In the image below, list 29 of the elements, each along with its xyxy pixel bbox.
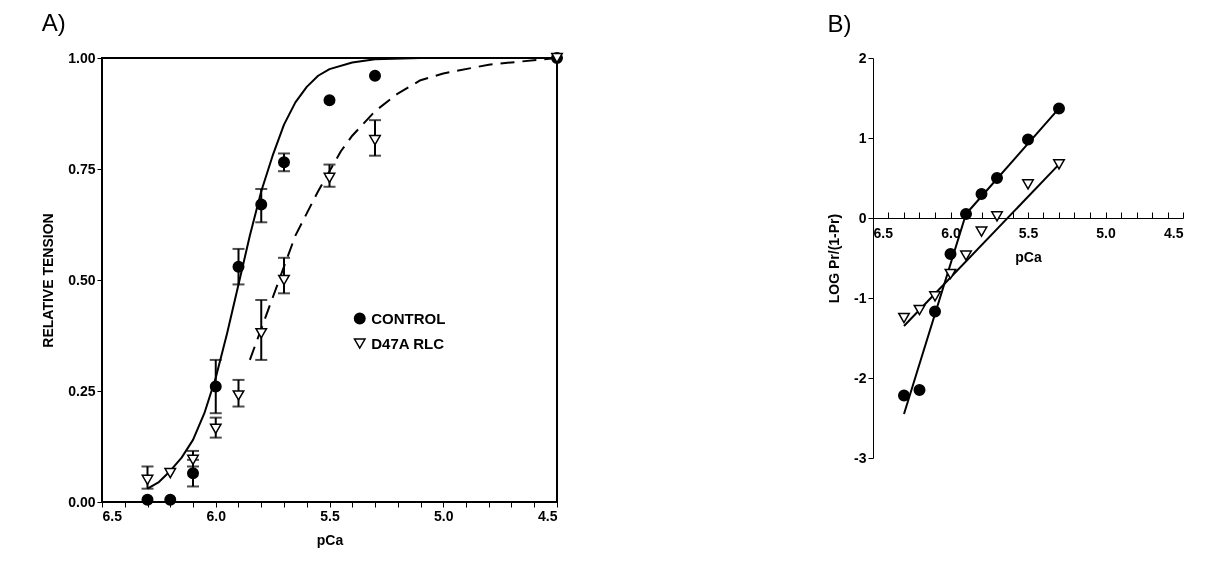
legend-label: D47A RLC xyxy=(371,334,445,352)
x-tick-label: 6.0 xyxy=(206,507,227,524)
y-tick-label: -1 xyxy=(854,289,867,306)
x-axis-title: pCa xyxy=(1015,248,1042,265)
y-tick-label: 0 xyxy=(858,209,867,226)
y-tick-label: 0.50 xyxy=(68,271,96,288)
y-tick-label: -3 xyxy=(854,449,867,466)
x-tick-label: 5.0 xyxy=(1096,224,1116,241)
legend-label: CONTROL xyxy=(371,309,446,327)
x-tick-label: 6.5 xyxy=(102,507,123,524)
y-tick-label: 0.25 xyxy=(68,382,96,399)
x-tick-label: 5.5 xyxy=(320,507,340,524)
x-tick-label: 6.5 xyxy=(873,224,894,241)
x-tick-label: 5.5 xyxy=(1018,224,1039,241)
y-tick-label: 0.00 xyxy=(68,493,96,510)
x-axis-title: pCa xyxy=(316,531,344,548)
y-axis-title: RELATIVE TENSION xyxy=(40,213,57,348)
y-tick-label: 1 xyxy=(858,129,867,146)
y-axis-title: LOG Pr/(1-Pr) xyxy=(826,213,843,304)
y-tick-label: 1.00 xyxy=(68,49,96,66)
x-tick-label: 6.0 xyxy=(941,224,961,241)
y-tick-label: -2 xyxy=(854,369,867,386)
chart-title: A) xyxy=(41,8,66,36)
x-tick-label: 4.5 xyxy=(1164,224,1184,241)
y-tick-label: 2 xyxy=(858,49,867,66)
x-tick-label: 4.5 xyxy=(538,507,558,524)
chart-title: B) xyxy=(827,10,852,37)
x-tick-label: 5.0 xyxy=(434,507,454,524)
y-tick-label: 0.75 xyxy=(68,160,96,177)
